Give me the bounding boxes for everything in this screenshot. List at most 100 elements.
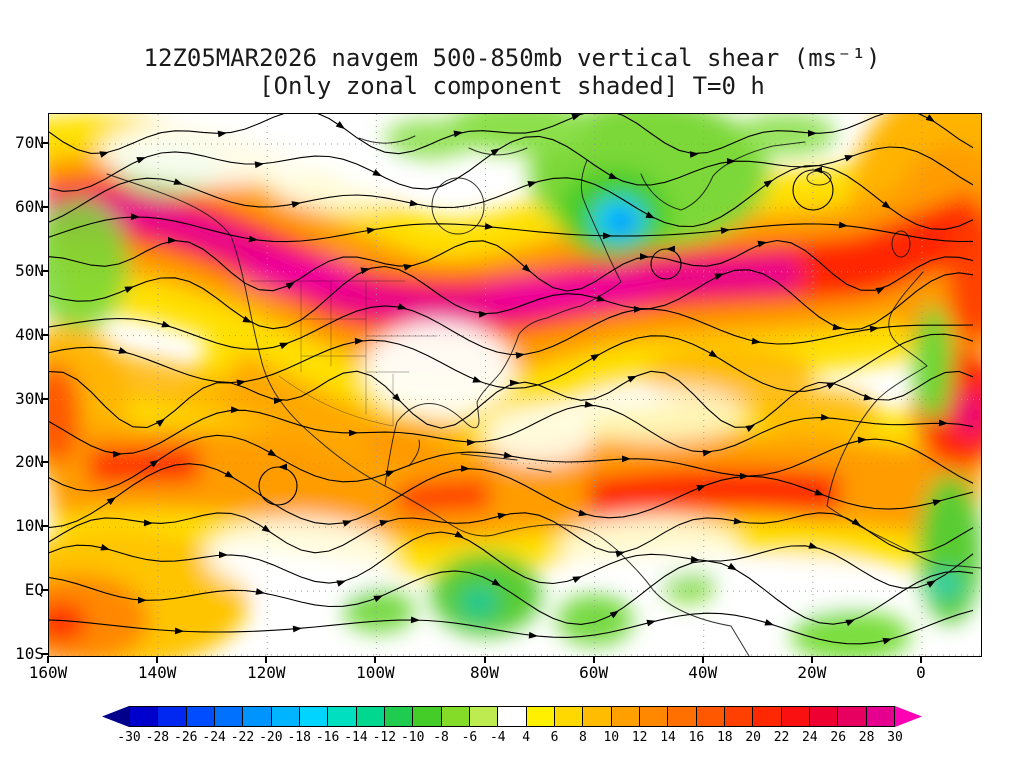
colorbar-tick-label: -18 [287,730,311,745]
coastline-british-isles [891,230,911,258]
grid-lines [49,114,981,656]
colorbar-cell [412,707,441,726]
chart-subtitle: [Only zonal component shaded] T=0 h [259,72,765,100]
colorbar-tick-label: -4 [489,730,506,745]
map-canvas [49,114,981,656]
colorbar-cell [638,707,668,726]
colorbar-tick-label: -16 [315,730,340,745]
colorbar-tick-label: 16 [688,730,705,745]
colorbar-cell [752,707,781,726]
chart-title: 12Z05MAR2026 navgem 500-850mb vertical s… [143,44,881,72]
colorbar-right-arrow [895,706,922,727]
coastline-arctic-islands [358,135,528,156]
lon-label: 160W [28,663,68,682]
colorbar-cell [497,707,526,726]
lon-tick [374,656,377,663]
lat-label: 70N [15,133,44,152]
colorbar-tick-label: 4 [522,730,531,745]
colorbar-tick-label: 12 [631,730,648,745]
coastline-europe-africa [826,271,981,569]
colorbar-cell [270,707,299,726]
colorbar-tick-label: -20 [259,730,283,745]
lat-label: 40N [15,324,44,344]
lon-tick [920,656,922,663]
colorbar-tick-label: -6 [461,730,478,745]
coastline-north-america-west [106,173,498,537]
state-borders [250,280,438,427]
colorbar-left-arrow [102,706,129,727]
lat-tick [41,333,48,336]
colorbar-cell [213,707,243,726]
colorbar-cell [185,707,214,726]
colorbar-cell [780,707,809,726]
colorbar-tick-label: -28 [145,730,170,745]
colorbar-cell [525,707,554,726]
colorbar-cell [582,707,611,726]
colorbar-cell [298,707,328,726]
colorbar-cell [695,707,724,726]
lat-tick [41,269,48,272]
lon-label: 120W [246,663,286,682]
lon-label: 80W [470,663,499,682]
lon-tick [265,656,268,663]
colorbar-tick-label: -22 [230,730,255,745]
lat-tick [41,653,48,655]
lon-tick [592,656,595,663]
colorbar-tick-label: 8 [579,730,587,745]
colorbar-tick-label: 6 [550,730,559,745]
lon-tick [810,656,813,663]
colorbar-cells [129,706,895,727]
coastline-greenland [640,141,806,211]
colorbar-tick-label: -10 [400,730,425,745]
lat-label: 60N [15,196,44,216]
lon-tick [156,656,159,663]
lon-tick [701,656,704,663]
colorbar-tick-label: 14 [660,730,676,745]
lat-label: 10S [15,644,44,663]
colorbar-cell [667,707,696,726]
colorbar-cell [837,707,866,726]
colorbar-tick-label: -14 [344,730,368,745]
colorbar-cell [865,707,894,726]
colorbar-cell [468,707,498,726]
colorbar-tick-label: 22 [773,730,790,745]
lat-tick [41,142,48,144]
colorbar-cell [327,707,356,726]
coastline-south-america [496,524,750,656]
colorbar-tick-label: 28 [858,730,875,745]
coastlines [106,135,981,656]
lat-tick [41,205,48,208]
colorbar-tick-label: 18 [716,730,733,745]
lat-label: 50N [15,260,44,280]
colorbar-cell [157,707,186,726]
colorbar [102,706,922,727]
lat-tick [41,397,48,400]
lon-tick [47,656,49,663]
colorbar-cell [553,707,583,726]
colorbar-tick-label: -30 [117,730,141,745]
lat-tick [41,589,48,592]
colorbar-cell [242,707,271,726]
lon-label: 140W [137,663,177,682]
colorbar-tick-label: 26 [830,730,847,745]
colorbar-cell [440,707,469,726]
colorbar-cell [383,707,413,726]
lon-label: 0 [916,663,926,682]
lat-label: 20N [15,452,44,472]
lon-label: 100W [356,663,395,682]
colorbar-tick-label: -8 [433,730,449,745]
colorbar-tick-label: 10 [603,730,620,745]
coastline-gulf-east-coast [384,305,582,487]
colorbar-tick-labels: -30 -28 -26 -24 -22 -20 -18 -16 -14 -12 -10 -8 -6 -4 4… [102,730,922,746]
streamlines [49,114,974,645]
colorbar-tick-label: -26 [173,730,198,745]
lon-label: 40W [688,663,718,682]
coastline-labrador [580,159,622,307]
lat-label: 10N [15,516,44,536]
map-plot-frame [48,113,982,657]
colorbar-cell [723,707,753,726]
lat-tick [41,525,48,528]
colorbar-cell [355,707,384,726]
lon-label: 20W [797,663,827,682]
